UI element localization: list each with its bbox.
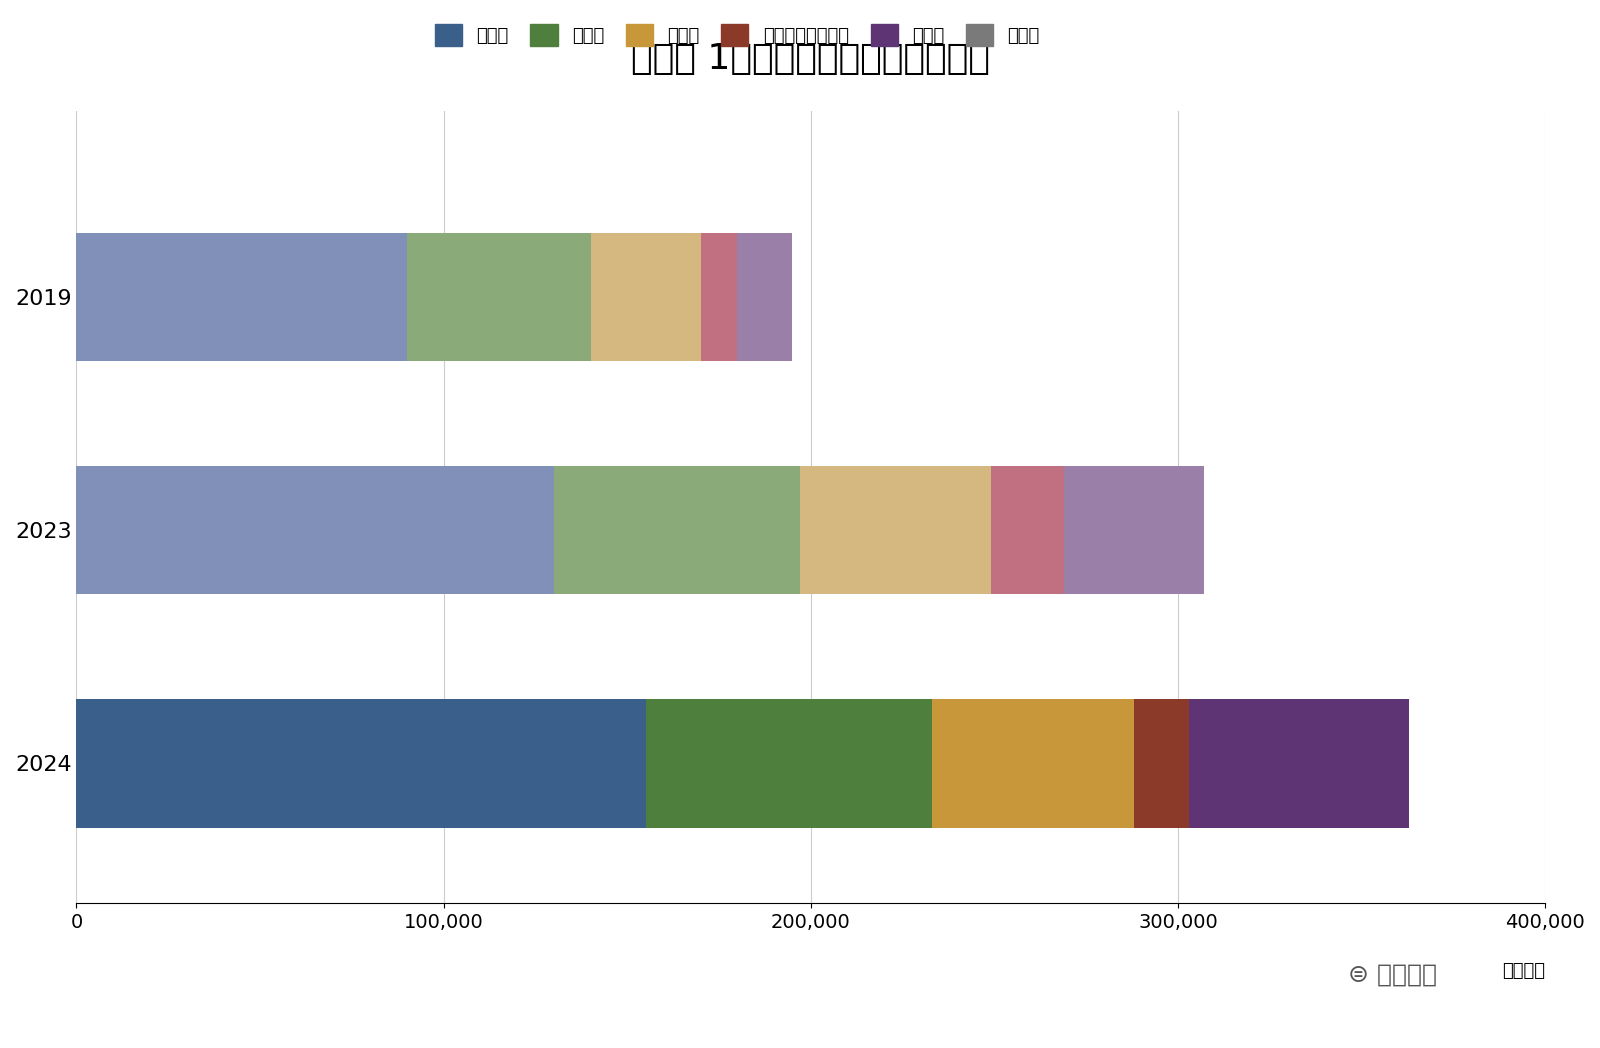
Bar [800,466,990,594]
Legend: 宿泊費, 飲食費, 交通費, 娯楽等サービス費, 買物代, その他: 宿泊費, 飲食費, 交通費, 娯楽等サービス費, 買物代, その他 [427,17,1046,53]
Bar [1064,466,1203,594]
Bar [701,234,738,362]
Bar [1134,699,1189,828]
Bar [931,699,1134,828]
Bar [738,234,792,362]
Text: ⊜ 訪日ラボ: ⊜ 訪日ラボ [1347,963,1437,986]
Bar [77,234,406,362]
Bar [554,466,800,594]
Bar [645,699,931,828]
Bar [77,699,645,828]
Bar [77,466,554,594]
Text: （万円）: （万円） [1502,961,1546,980]
Bar [1189,699,1410,828]
Title: 費目別 1人当たり訪日米国人消費額: 費目別 1人当たり訪日米国人消費額 [632,42,990,77]
Bar [990,466,1064,594]
Bar [590,234,701,362]
Bar [406,234,590,362]
